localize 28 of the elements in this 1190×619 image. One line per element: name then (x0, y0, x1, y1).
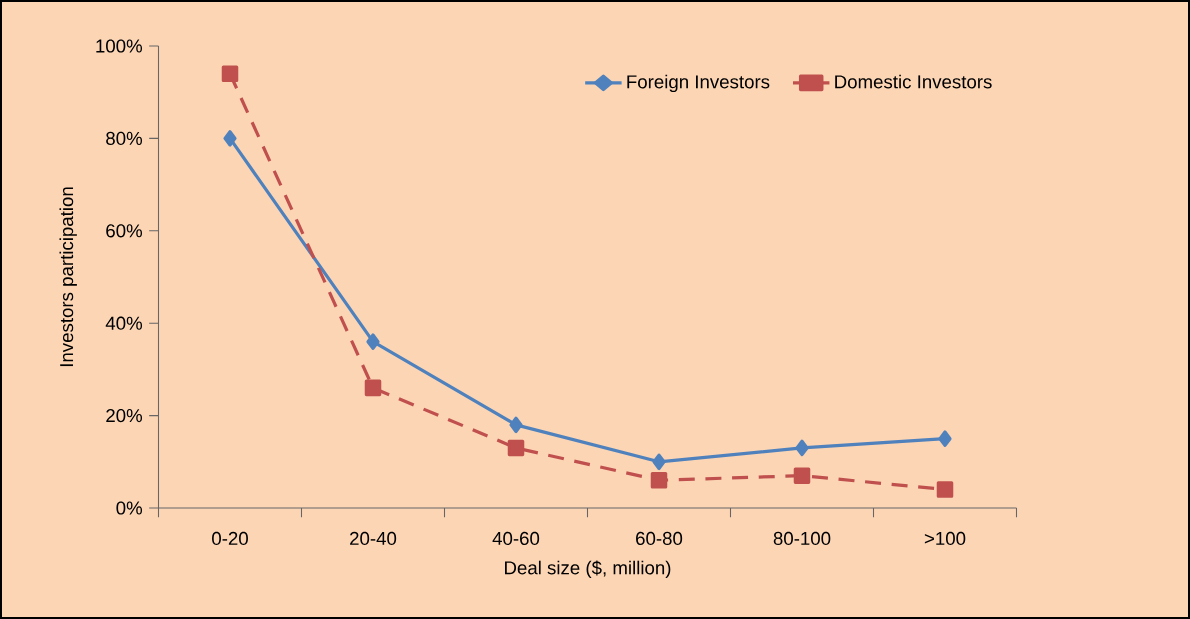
point (650, 472, 668, 489)
x-tick-label: >100 (924, 531, 966, 546)
x-tick-label: 60-80 (636, 531, 683, 546)
x-axis-title: Deal size ($, million) (505, 560, 671, 579)
point (507, 439, 525, 457)
point (936, 481, 954, 498)
y-tick-label: 40% (105, 316, 143, 330)
point (795, 439, 809, 457)
y-tick-label: 0% (116, 501, 143, 515)
point (938, 430, 952, 447)
x-tick-label: 80-100 (773, 531, 831, 546)
legend-label: Domestic Investors (835, 74, 992, 89)
point (366, 333, 380, 350)
x-tick-label: 20-40 (350, 531, 397, 546)
x-tick-label: 40-60 (492, 531, 540, 546)
point (509, 416, 523, 434)
x-tick-label: 0-20 (212, 531, 248, 546)
y-tick-label: 60% (106, 224, 143, 238)
point (652, 453, 666, 471)
y-tick-label: 80% (106, 131, 143, 146)
point (221, 65, 239, 82)
y-tick-label: 20% (106, 408, 143, 423)
legend-label: Foreign Investors (627, 74, 770, 93)
y-axis-title: Investors participation (59, 187, 77, 367)
point (793, 467, 811, 484)
y-tick-label: 100% (96, 39, 143, 53)
point (364, 379, 382, 397)
point (223, 130, 237, 147)
